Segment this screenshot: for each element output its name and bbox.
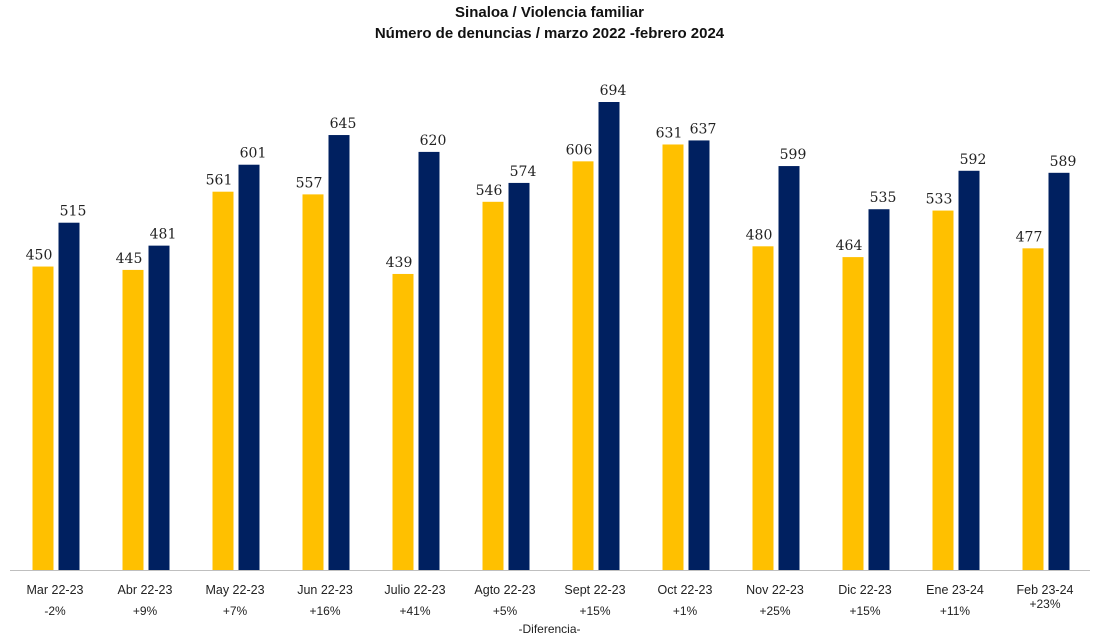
x-tick-label: Feb 23-24 <box>1017 583 1074 597</box>
bar <box>392 273 414 570</box>
bar <box>752 246 774 571</box>
data-label: 592 <box>960 152 987 168</box>
difference-label: +15% <box>849 604 880 618</box>
bar <box>238 164 260 570</box>
data-label: 561 <box>206 173 233 189</box>
data-label: 477 <box>1016 229 1043 245</box>
data-label: 515 <box>60 204 87 220</box>
data-label: 450 <box>26 248 53 264</box>
bar <box>958 170 980 570</box>
data-label: 439 <box>386 255 413 271</box>
data-label: 601 <box>240 146 267 162</box>
difference-label: +41% <box>399 604 430 618</box>
difference-label: +7% <box>223 604 248 618</box>
chart-title-block: Sinaloa / Violencia familiar Número de d… <box>0 2 1099 44</box>
bar <box>932 210 954 570</box>
bar <box>148 245 170 570</box>
difference-label: +5% <box>493 604 518 618</box>
x-tick-label: Jun 22-23 <box>297 583 353 597</box>
x-tick-label: Sept 22-23 <box>564 583 625 597</box>
data-label: 637 <box>690 121 717 137</box>
x-tick-label: Agto 22-23 <box>474 583 535 597</box>
difference-label: +16% <box>309 604 340 618</box>
data-label: 606 <box>566 142 593 158</box>
bar <box>1022 248 1044 570</box>
data-label: 620 <box>420 133 447 149</box>
bar <box>508 182 530 571</box>
difference-label: -2% <box>44 604 66 618</box>
bar <box>212 191 234 570</box>
x-tick-label: Dic 22-23 <box>838 583 892 597</box>
bar <box>302 194 324 570</box>
bar <box>32 266 54 570</box>
bar <box>842 257 864 570</box>
x-tick-label: Julio 22-23 <box>384 583 445 597</box>
chart-subtitle: Número de denuncias / marzo 2022 -febrer… <box>374 25 725 42</box>
difference-label: +9% <box>133 604 158 618</box>
difference-label: +25% <box>759 604 790 618</box>
bar <box>328 135 350 571</box>
bar <box>688 140 710 570</box>
data-label: 464 <box>836 238 863 254</box>
bar <box>1048 172 1070 570</box>
bar <box>418 151 440 570</box>
difference-label: +1% <box>673 604 698 618</box>
x-tick-label: Nov 22-23 <box>746 583 804 597</box>
data-label: 631 <box>656 125 683 141</box>
bar <box>778 166 800 570</box>
data-label: 599 <box>780 147 807 163</box>
difference-label: +23% <box>1029 597 1060 611</box>
difference-label: +11% <box>940 604 970 618</box>
x-tick-label: Abr 22-23 <box>118 583 173 597</box>
x-axis-title: -Diferencia- <box>518 622 581 636</box>
bar <box>482 201 504 571</box>
data-label: 546 <box>476 183 503 199</box>
x-tick-label: Mar 22-23 <box>27 583 84 597</box>
x-tick-label: Ene 23-24 <box>926 583 984 597</box>
bar <box>58 222 80 571</box>
data-label: 589 <box>1050 154 1077 170</box>
data-label: 694 <box>600 83 627 99</box>
data-label: 557 <box>296 175 323 191</box>
bar <box>662 144 684 571</box>
data-label: 481 <box>150 227 177 243</box>
bar <box>598 102 620 570</box>
data-label: 445 <box>116 251 143 267</box>
bar <box>572 161 594 570</box>
bar <box>868 209 890 570</box>
data-label: 480 <box>746 227 773 243</box>
bar <box>122 269 144 570</box>
data-label: 574 <box>510 164 537 180</box>
data-label: 533 <box>926 192 953 208</box>
x-tick-label: Oct 22-23 <box>658 583 713 597</box>
data-label: 645 <box>330 116 357 132</box>
difference-label: +15% <box>579 604 610 618</box>
x-tick-label: May 22-23 <box>205 583 264 597</box>
chart-title: Sinaloa / Violencia familiar <box>455 4 644 21</box>
data-label: 535 <box>870 190 897 206</box>
